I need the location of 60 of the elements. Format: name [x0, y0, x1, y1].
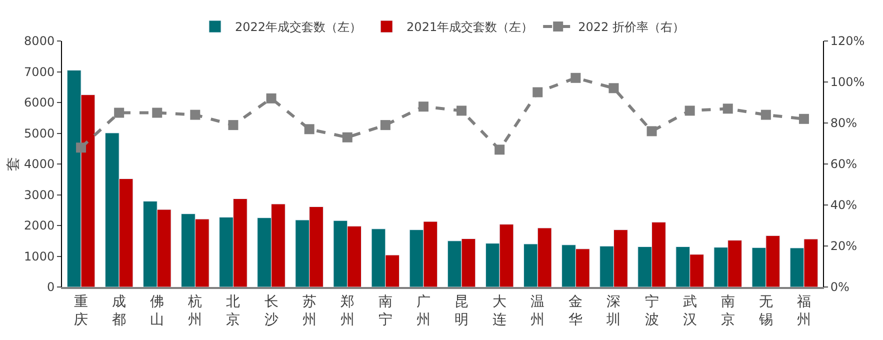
point	[760, 110, 771, 120]
y-tick-label: 0	[46, 280, 55, 294]
x-tick-label: 佛山	[150, 294, 164, 328]
x-tick-label: 武汉	[682, 294, 697, 328]
point	[608, 83, 619, 94]
y2-tick-label: 100%	[830, 75, 865, 90]
y-tick-label: 2000	[24, 218, 55, 233]
legend-label: 2021年成交套数（左）	[406, 20, 534, 34]
x-tick-label: 无锡	[758, 294, 773, 328]
x-tick-label: 成都	[112, 294, 126, 328]
x-tick-label: 郑州	[340, 294, 354, 328]
y2-tick-label: 120%	[830, 34, 865, 48]
point	[494, 144, 505, 155]
x-tick-label: 宁波	[644, 294, 659, 328]
x-tick-label: 北京	[226, 294, 240, 328]
x-tick-label: 昆明	[454, 294, 469, 328]
point	[114, 108, 124, 118]
point	[418, 102, 428, 112]
x-tick-label: 深圳	[606, 294, 621, 328]
x-tick-label: 长沙	[264, 294, 278, 328]
point	[190, 110, 200, 120]
x-tick-label: 苏州	[302, 294, 316, 328]
point	[646, 126, 657, 136]
y2-tick-label: 80%	[830, 116, 858, 130]
point	[380, 120, 390, 130]
point	[722, 104, 733, 114]
y-tick-label: 3000	[24, 188, 55, 202]
x-tick-label: 杭州	[187, 294, 202, 328]
y-tick-label: 8000	[24, 34, 55, 48]
y-axis-title: 套	[6, 157, 22, 171]
y-tick-label: 1000	[24, 249, 55, 264]
x-tick-label: 重庆	[74, 294, 88, 328]
x-tick-label: 广州	[416, 294, 430, 328]
y-tick-label: 5000	[24, 126, 55, 140]
point	[570, 72, 581, 83]
point	[304, 124, 314, 134]
y2-tick-label: 40%	[830, 198, 858, 212]
legend-label: 2022 折价率（右）	[578, 20, 684, 34]
point	[342, 132, 352, 142]
point	[228, 120, 238, 130]
x-tick-label: 大连	[492, 294, 507, 328]
point	[532, 87, 543, 98]
point	[684, 106, 695, 116]
legend-label: 2022年成交套数（左）	[235, 20, 362, 34]
point	[152, 108, 162, 118]
y2-tick-label: 60%	[830, 157, 858, 172]
x-tick-label: 南京	[720, 294, 735, 328]
x-tick-label: 福州	[796, 294, 811, 328]
point	[798, 114, 809, 124]
y2-tick-label: 20%	[830, 239, 858, 254]
x-tick-label: 温州	[530, 294, 545, 328]
y-tick-label: 4000	[24, 157, 55, 172]
x-tick-label: 金华	[568, 294, 583, 328]
y-tick-label: 7000	[24, 64, 55, 79]
y-tick-label: 6000	[24, 96, 55, 110]
point	[76, 142, 86, 153]
point	[266, 93, 276, 104]
y2-tick-label: 0%	[830, 280, 850, 294]
point	[456, 106, 467, 116]
x-tick-label: 南宁	[378, 294, 392, 328]
